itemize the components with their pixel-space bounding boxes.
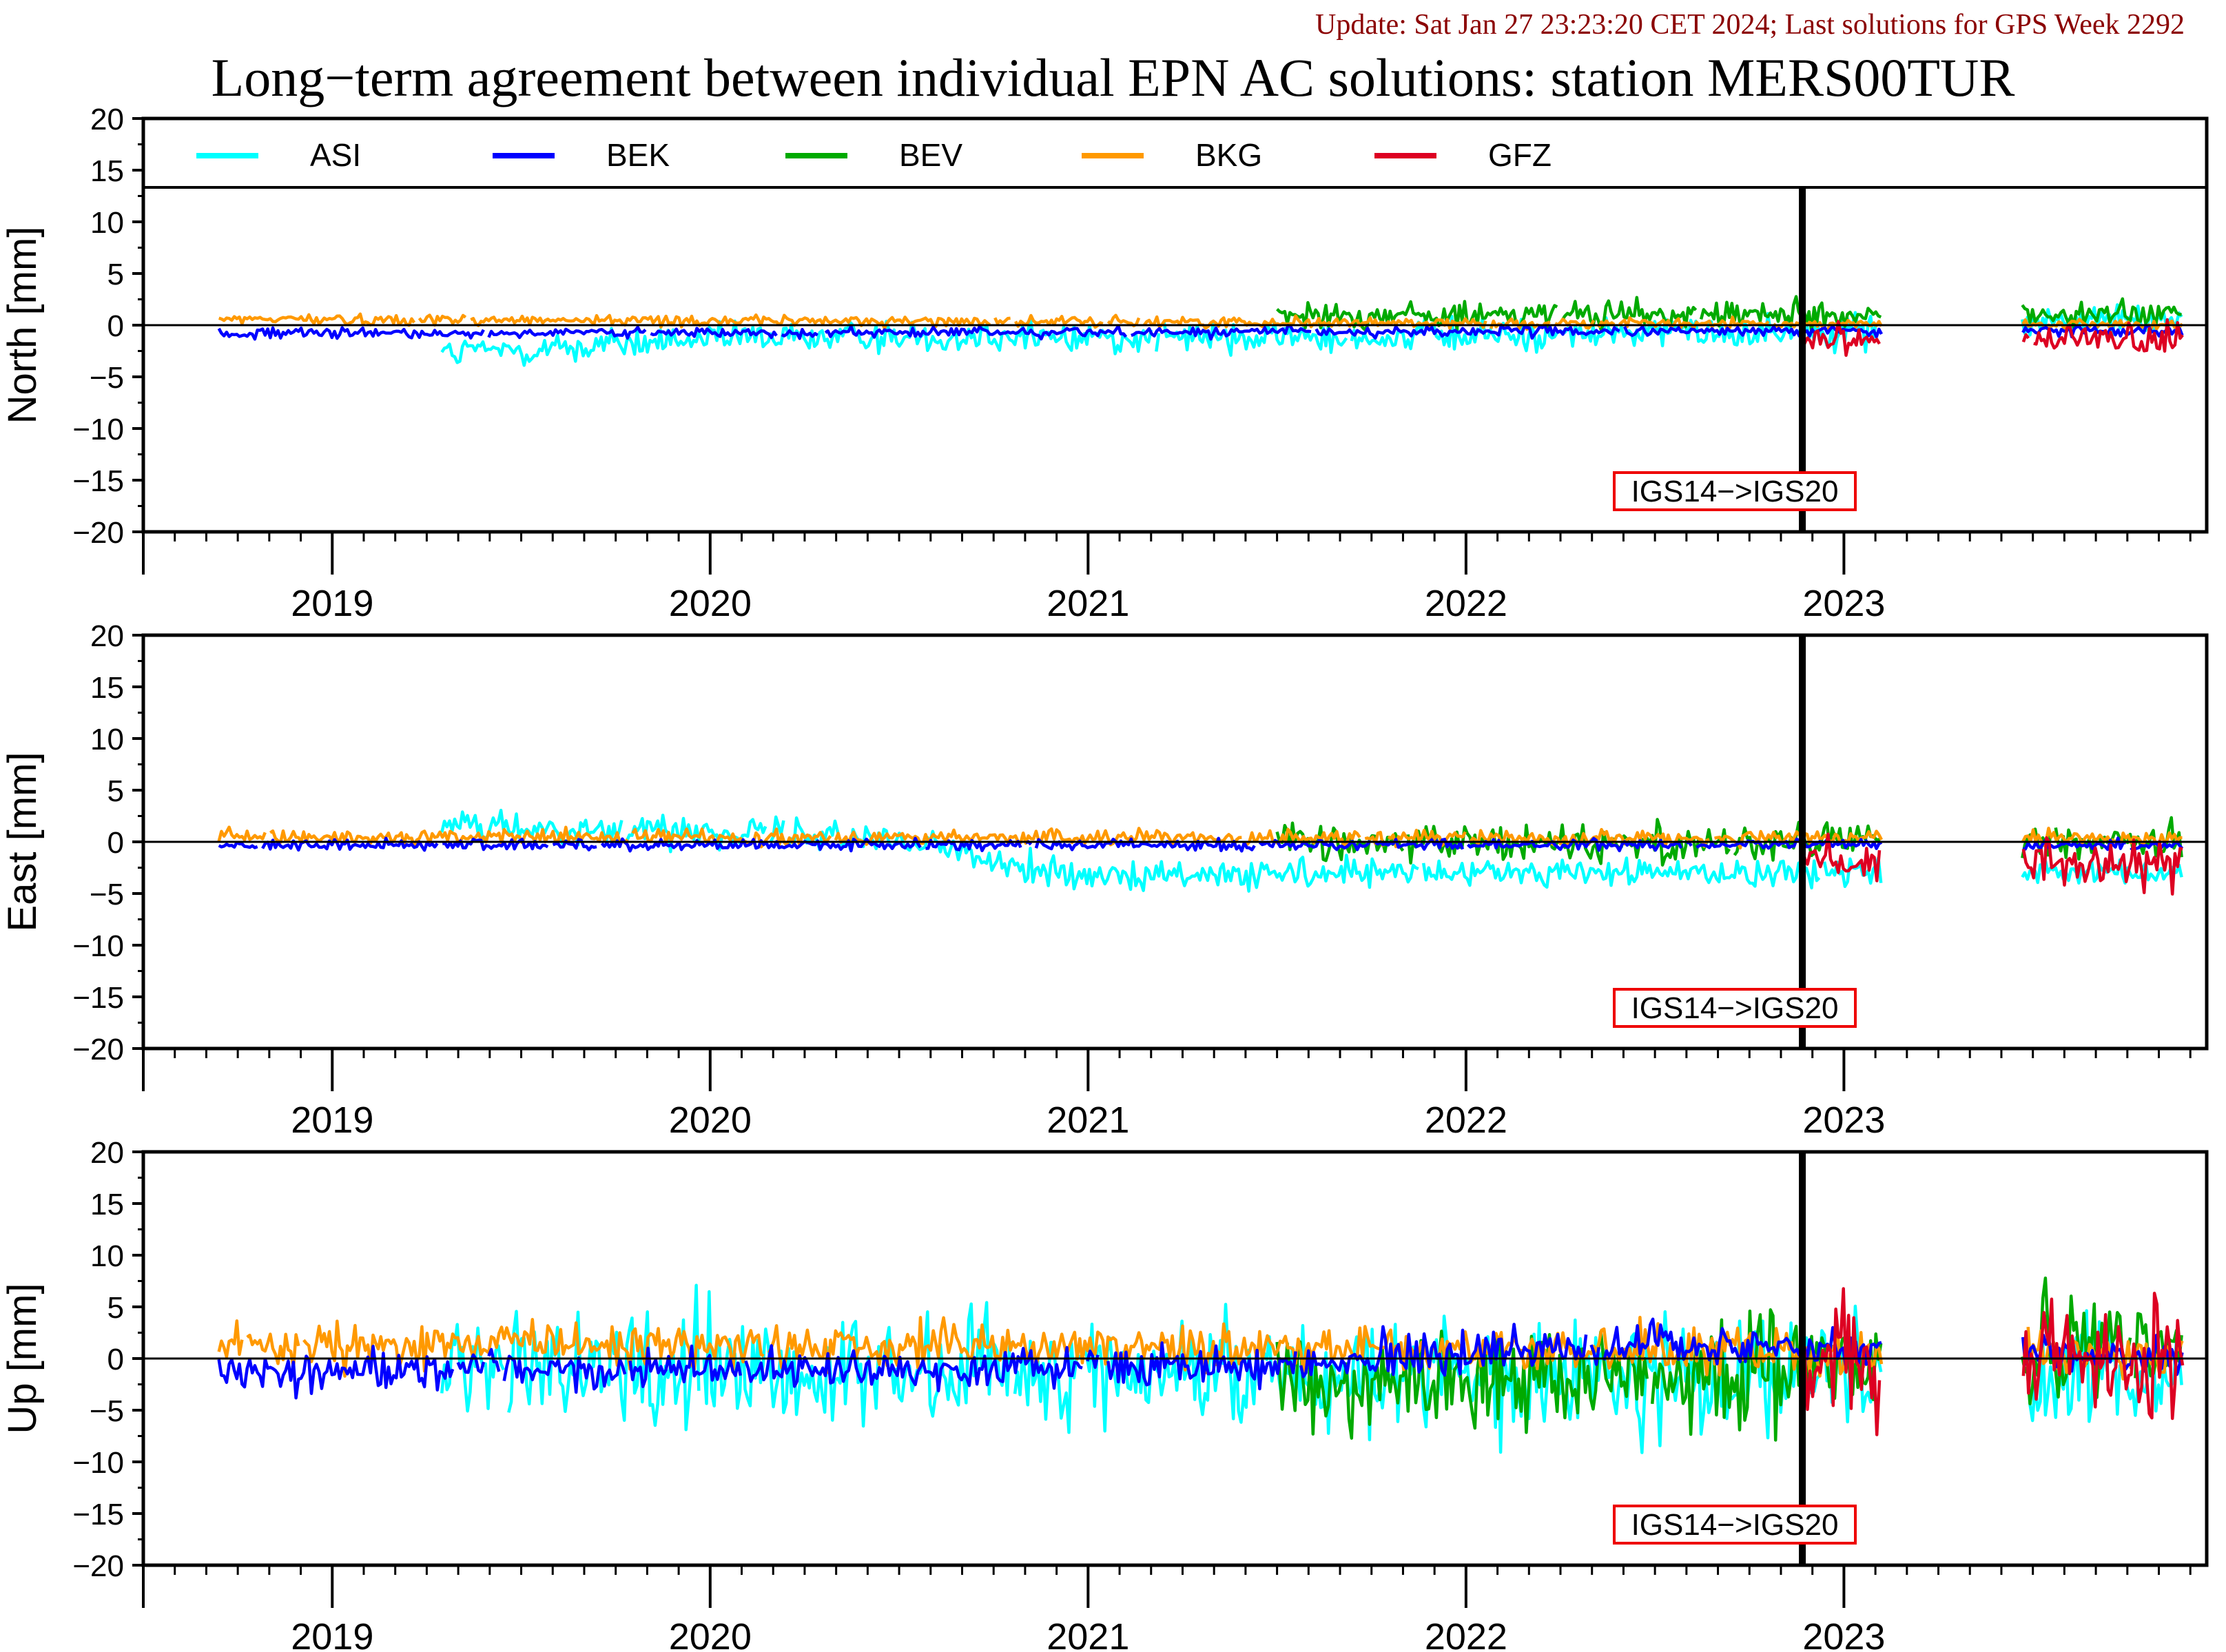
x-tick-label-2020: 2020	[669, 583, 752, 624]
x-tick-label-2021: 2021	[1047, 1616, 1129, 1652]
y-tick-label-minus-20: −20	[72, 1033, 124, 1066]
y-axis-label: Up [mm]	[0, 1283, 45, 1434]
legend: ASI BEK BEV BKG GFZ	[142, 117, 2208, 189]
x-tick-label-2023: 2023	[1802, 583, 1885, 624]
y-tick-label-0: 0	[107, 1343, 124, 1376]
x-tick-label-2021: 2021	[1047, 583, 1129, 624]
x-tick-label-2022: 2022	[1425, 1616, 1507, 1652]
series-line-gfz	[1801, 318, 2184, 358]
x-tick-label-2023: 2023	[1802, 1099, 1885, 1141]
x-tick-label-2022: 2022	[1425, 1099, 1507, 1141]
x-tick-label-2020: 2020	[669, 1099, 752, 1141]
y-tick-label-20: 20	[90, 619, 124, 653]
legend-item-bev: BEV	[785, 137, 962, 173]
svg-text:IGS14−>IGS20: IGS14−>IGS20	[1631, 475, 1839, 508]
y-tick-label-minus-5: −5	[90, 1394, 124, 1428]
x-tick-label-2019: 2019	[291, 1616, 373, 1652]
panel-1: ASI BEK BEV BKG GFZ IGS14−>IGS20 20 15 10 5 0 −5 −10…	[0, 103, 2209, 624]
legend-item-bkg: BKG	[1082, 137, 1262, 173]
panel-3: IGS14−>IGS20 20 15 10 5 0 −5 −10 −15 −20 Up [mm] 20…	[0, 1136, 2209, 1652]
y-tick-label-minus-20: −20	[72, 1549, 124, 1583]
series-line-gfz	[1800, 832, 2183, 896]
legend-label: BEK	[606, 137, 670, 173]
x-tick-label-2021: 2021	[1047, 1099, 1129, 1141]
y-tick-label-minus-10: −10	[72, 413, 124, 446]
svg-text:IGS14−>IGS20: IGS14−>IGS20	[1631, 1508, 1839, 1542]
y-tick-label-minus-15: −15	[72, 464, 124, 498]
x-tick-label-2019: 2019	[291, 583, 373, 624]
y-tick-label-minus-20: −20	[72, 516, 124, 550]
series-line-bev	[1276, 295, 2182, 334]
y-tick-label-15: 15	[90, 1188, 124, 1221]
legend-item-asi: ASI	[196, 137, 361, 173]
panel-2: IGS14−>IGS20 20 15 10 5 0 −5 −10 −15 −20 East [mm]…	[0, 619, 2209, 1141]
y-tick-label-minus-10: −10	[72, 1446, 124, 1480]
y-tick-label-5: 5	[107, 774, 124, 808]
y-axis-label: East [mm]	[0, 752, 45, 931]
y-tick-label-minus-5: −5	[90, 361, 124, 395]
y-tick-label-20: 20	[90, 1136, 124, 1170]
series-line-bev	[1275, 1276, 2183, 1442]
y-tick-label-minus-15: −15	[72, 981, 124, 1015]
y-tick-label-minus-5: −5	[90, 878, 124, 911]
y-tick-label-minus-15: −15	[72, 1498, 124, 1531]
y-axis-label: North [mm]	[0, 227, 45, 424]
x-tick-label-2019: 2019	[291, 1099, 373, 1141]
reference-frame-change-label: IGS14−>IGS20	[1613, 988, 1857, 1028]
x-tick-label-2023: 2023	[1802, 1616, 1885, 1652]
y-tick-label-0: 0	[107, 309, 124, 343]
x-tick-label-2022: 2022	[1425, 583, 1507, 624]
y-tick-label-10: 10	[90, 206, 124, 240]
y-tick-label-5: 5	[107, 1291, 124, 1325]
reference-frame-change-label: IGS14−>IGS20	[1613, 471, 1857, 511]
legend-label: GFZ	[1488, 137, 1552, 173]
y-tick-label-minus-10: −10	[72, 929, 124, 963]
svg-text:IGS14−>IGS20: IGS14−>IGS20	[1631, 991, 1839, 1025]
chart-title: Long−term agreement between individual E…	[211, 48, 2015, 107]
series-line-bek	[218, 836, 2184, 853]
y-tick-label-10: 10	[90, 1239, 124, 1273]
y-tick-label-10: 10	[90, 723, 124, 756]
series-line-gfz	[1800, 1287, 2185, 1436]
y-tick-label-15: 15	[90, 154, 124, 188]
y-tick-label-20: 20	[90, 103, 124, 136]
x-tick-label-2020: 2020	[669, 1616, 752, 1652]
series-line-bkg	[217, 1315, 2184, 1381]
legend-label: ASI	[310, 137, 361, 173]
y-tick-label-5: 5	[107, 258, 124, 291]
y-tick-label-0: 0	[107, 826, 124, 860]
legend-item-gfz: GFZ	[1374, 137, 1552, 173]
legend-label: BKG	[1195, 137, 1262, 173]
legend-item-bek: BEK	[493, 137, 670, 173]
reference-frame-change-label: IGS14−>IGS20	[1613, 1505, 1857, 1545]
update-text: Update: Sat Jan 27 23:23:20 CET 2024; La…	[1315, 9, 2185, 41]
series-line-asi	[440, 303, 2183, 367]
series-line-bkg	[218, 312, 2184, 333]
y-tick-label-15: 15	[90, 671, 124, 705]
legend-label: BEV	[899, 137, 962, 173]
